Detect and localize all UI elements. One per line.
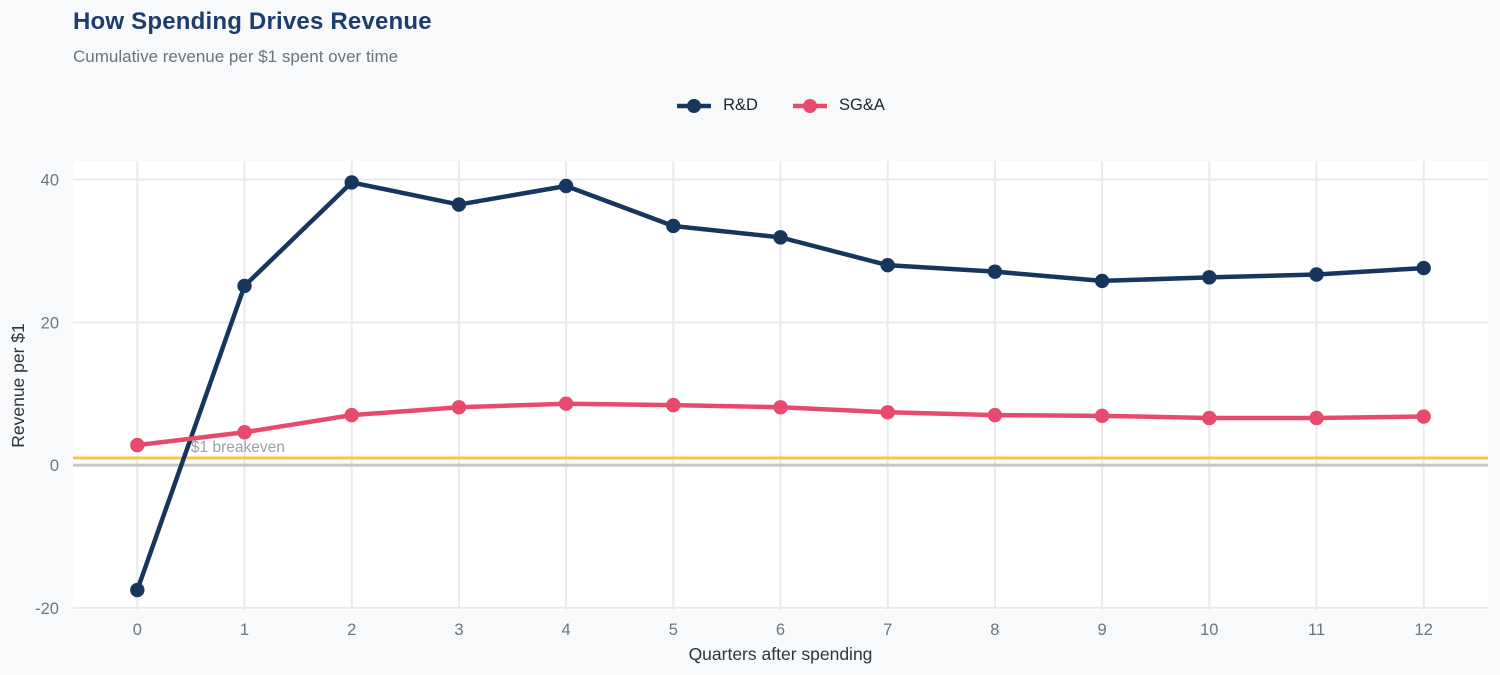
rd-point[interactable] xyxy=(880,258,895,273)
y-tick-label: 0 xyxy=(50,457,59,475)
x-tick-label: 3 xyxy=(454,621,463,639)
x-tick-label: 8 xyxy=(990,621,999,639)
rd-point[interactable] xyxy=(237,278,252,294)
x-tick-label: 10 xyxy=(1200,621,1218,639)
y-tick-label: -20 xyxy=(35,600,59,618)
rd-point[interactable] xyxy=(1094,273,1110,289)
legend-item-rd[interactable]: R&D xyxy=(676,96,758,115)
sga-point[interactable] xyxy=(344,407,359,423)
breakeven-annotation: $1 breakeven xyxy=(191,439,285,456)
legend-marker-sga-icon xyxy=(792,98,827,113)
x-tick-label: 1 xyxy=(240,621,249,639)
rd-point[interactable] xyxy=(1202,270,1217,285)
x-tick-label: 0 xyxy=(133,621,142,639)
y-axis-title: Revenue per $1 xyxy=(8,323,28,448)
sga-point[interactable] xyxy=(1416,409,1431,424)
legend: R&D SG&A xyxy=(73,96,1488,115)
x-tick-label: 7 xyxy=(883,621,892,639)
x-tick-label: 4 xyxy=(562,621,571,639)
sga-point[interactable] xyxy=(1202,410,1217,426)
sga-point[interactable] xyxy=(558,396,574,411)
legend-marker-rd-icon xyxy=(677,98,712,113)
sga-point[interactable] xyxy=(130,437,145,453)
sga-point[interactable] xyxy=(1094,408,1110,424)
rd-point[interactable] xyxy=(666,218,681,234)
chart-subtitle: Cumulative revenue per $1 spent over tim… xyxy=(73,47,399,66)
sga-point[interactable] xyxy=(1309,410,1324,426)
sga-point[interactable] xyxy=(451,400,467,415)
rd-point[interactable] xyxy=(130,582,145,598)
legend-label-sga: SG&A xyxy=(838,96,885,114)
sga-point[interactable] xyxy=(773,400,788,415)
x-axis-title: Quarters after spending xyxy=(689,644,873,664)
y-tick-label: 40 xyxy=(41,172,59,190)
sga-point[interactable] xyxy=(237,425,252,440)
sga-point[interactable] xyxy=(880,405,895,420)
chart-title: How Spending Drives Revenue xyxy=(73,8,432,35)
x-tick-label: 2 xyxy=(347,621,356,639)
legend-label-rd: R&D xyxy=(723,96,758,114)
y-tick-label: 20 xyxy=(41,314,59,332)
x-tick-label: 9 xyxy=(1097,621,1106,639)
sga-point[interactable] xyxy=(666,397,681,413)
rd-point[interactable] xyxy=(773,230,788,245)
x-tick-label: 5 xyxy=(669,621,678,639)
x-tick-label: 11 xyxy=(1308,621,1325,639)
legend-item-sga[interactable]: SG&A xyxy=(792,96,885,115)
rd-point[interactable] xyxy=(344,175,359,190)
x-tick-label: 6 xyxy=(776,621,785,639)
rd-point[interactable] xyxy=(987,264,1003,279)
rd-point[interactable] xyxy=(1309,267,1324,282)
rd-point[interactable] xyxy=(1416,260,1431,276)
x-tick-label: 12 xyxy=(1415,621,1433,639)
rd-point[interactable] xyxy=(451,197,467,212)
rd-point[interactable] xyxy=(558,178,574,194)
sga-point[interactable] xyxy=(987,407,1003,423)
